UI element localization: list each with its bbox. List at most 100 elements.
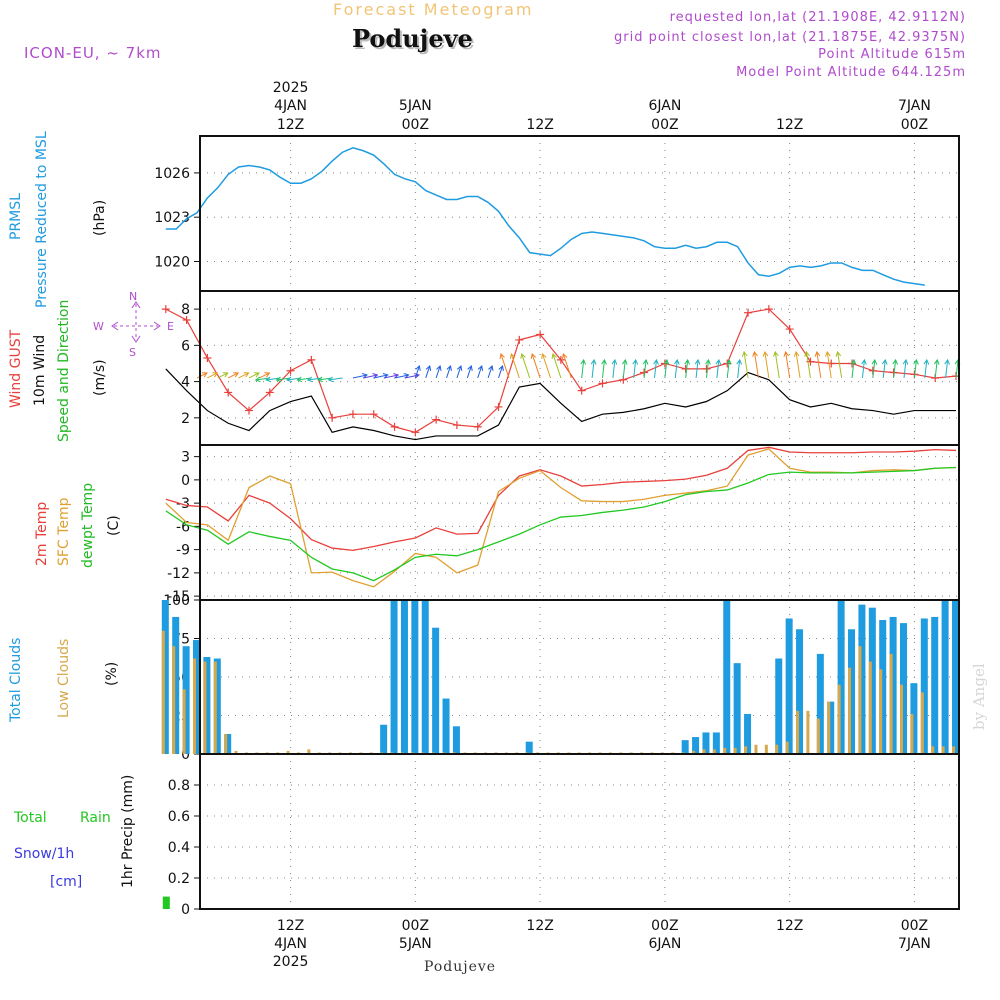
low-cloud-bar [203,661,207,754]
total-cloud-bar [837,600,845,754]
wind-gust-marker [203,354,212,363]
total-cloud-bar [723,600,731,754]
wind-10m-line [165,368,956,441]
wind-direction-arrow [328,377,343,381]
total-cloud-bar [920,618,928,754]
wind-arrow-head [541,352,547,359]
wind-arrow-head [871,358,878,365]
wind-direction-arrow [266,377,281,381]
wind-direction-arrow [955,359,959,379]
wind-arrow-head [425,364,432,371]
wind-direction-arrow [238,372,249,379]
wind-direction-arrow [425,365,431,379]
wind-arrow-head [663,358,670,365]
compass-s: S [129,346,136,359]
bottom-date-label: 4JAN [274,936,307,952]
total-cloud-bar [213,658,221,754]
wind-arrow-head [902,358,909,365]
low-cloud-bar [796,710,800,754]
total-cloud-bar [858,604,866,754]
wind-gust-marker [473,422,482,431]
wind-arrow-head [499,352,505,359]
bottom-time-label: 00Z [651,918,678,934]
wind-gust-marker [369,410,378,419]
y-tick-label: 1023 [154,210,190,226]
wind-arrow-head [509,352,516,359]
wind-arrow-head [741,350,748,357]
total-cloud-bar [931,616,939,754]
wind-direction-arrow [510,353,520,379]
wind-arrow-head [477,364,484,371]
wind-gust-marker [224,388,233,397]
low-cloud-bar [868,661,872,754]
wind-direction-arrow [716,359,720,379]
wind-arrow-head [233,372,240,378]
wind-direction-arrow [456,365,462,379]
top-date-label: 5JAN [399,98,432,114]
wind-arrow-head [520,352,526,359]
wind-arrow-head [488,364,494,371]
low-cloud-bar [806,710,810,754]
top-time-label: 00Z [651,117,678,133]
total-cloud-bar [411,600,419,754]
total-cloud-bar [785,618,793,754]
wind-gust-marker [764,305,773,314]
wind-direction-arrow [861,359,865,379]
wind-direction-arrow [685,359,689,379]
low-cloud-bar [234,750,238,754]
wind-arrow-head [327,376,334,383]
wind-direction-arrow [695,359,699,379]
station-name: Podujeve [352,24,473,53]
t2m-line [165,446,957,552]
y-tick-label: -12 [167,566,190,582]
wind-arrow-head [835,350,842,357]
wind-gust-marker [390,422,399,431]
total-cloud-bar [432,627,440,754]
low-cloud-bar [193,658,196,754]
wind-arrow-head [498,364,504,371]
y-tick-label: -6 [176,519,190,535]
wind-arrow-head [414,373,420,379]
bottom-time-label: 12Z [277,918,304,934]
low-cloud-bar [161,630,165,754]
low-cloud-bar [941,746,945,754]
bottom-date-label: 5JAN [399,936,432,952]
wind-direction-arrow [633,359,637,379]
chart-title: Forecast Meteogram [333,0,534,19]
wind-arrow-head [222,372,229,378]
wind-arrow-head [456,364,463,371]
total-cloud-bar [879,620,887,754]
wind-arrow-head [275,376,282,383]
total-cloud-bar [744,713,752,754]
wind-arrow-head [611,358,618,365]
total-cloud-bar [681,740,689,754]
wind-direction-arrow [622,359,626,379]
total-cloud-bar [868,607,876,754]
low-cloud-bar [307,749,311,754]
top-year-label: 2025 [273,80,309,96]
total-cloud-bar [182,646,190,754]
total-cloud-bar [712,732,720,754]
total-cloud-bar [380,724,388,754]
wind-direction-arrow [882,359,886,379]
low-cloud-bar [775,744,779,754]
total-cloud-bar [390,600,398,754]
top-time-label: 12Z [277,117,304,133]
wind-arrow-head [436,364,442,371]
wind-arrow-head [243,372,250,378]
wind-gust-marker [265,388,274,397]
wind-direction-arrow [207,372,218,379]
top-date-label: 6JAN [648,98,681,114]
low-cloud-bar [702,749,706,754]
wind-direction-arrow [726,359,730,379]
wind-direction-arrow [414,365,420,379]
total-cloud-bar [525,741,533,754]
wind-arrow-head [372,373,379,379]
top-time-label: 12Z [776,117,803,133]
compass-e: E [167,320,174,333]
snow-unit: [cm] [50,874,83,890]
wind-arrow-head [881,358,888,365]
compass-w: W [93,320,104,333]
wind-arrow-head [725,358,732,365]
total-cloud-bar [452,726,460,754]
